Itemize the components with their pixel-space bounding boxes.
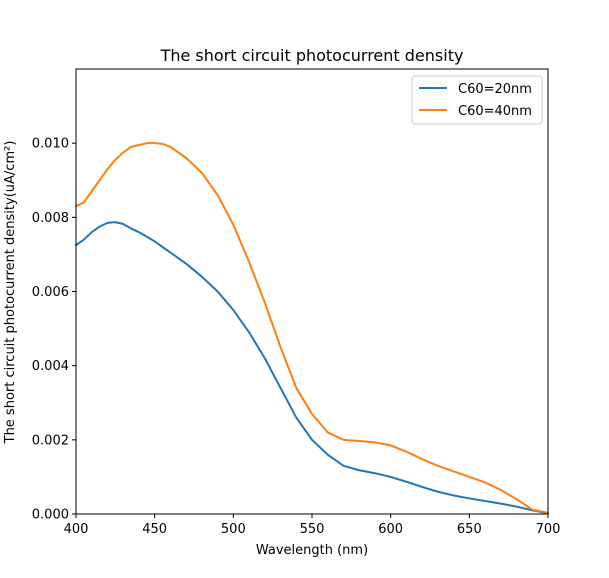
y-tick-label: 0.002 [32,433,69,448]
ticks-layer: 400 450 500 550 600 650 700 0.000 0.002 0.004 0.00… [32,137,561,537]
x-tick-label: 500 [221,522,246,537]
series-line-1 [75,221,549,515]
y-tick-label: 0.010 [32,137,69,152]
chart-title: The short circuit photocurrent density [160,46,464,65]
series-line-2 [75,142,549,514]
legend: C60=20nm C60=40nm [411,75,543,125]
plot-frame [75,68,549,515]
y-tick-label: 0.000 [32,508,69,523]
x-tick-label: 450 [142,522,167,537]
y-tick-label: 0.006 [32,285,69,300]
x-tick-label: 700 [536,522,561,537]
y-tick-label: 0.004 [32,359,69,374]
y-axis-label: The short circuit photocurrent density(u… [3,141,18,445]
series-layer [75,142,549,515]
x-axis-label: Wavelength (nm) [256,543,368,558]
x-tick-label: 600 [378,522,403,537]
x-tick-label: 400 [64,522,89,537]
legend-label-series-1: C60=20nm [458,82,532,97]
x-tick-label: 650 [457,522,482,537]
legend-label-series-2: C60=40nm [458,104,532,119]
x-tick-label: 550 [300,522,325,537]
y-tick-label: 0.008 [32,211,69,226]
